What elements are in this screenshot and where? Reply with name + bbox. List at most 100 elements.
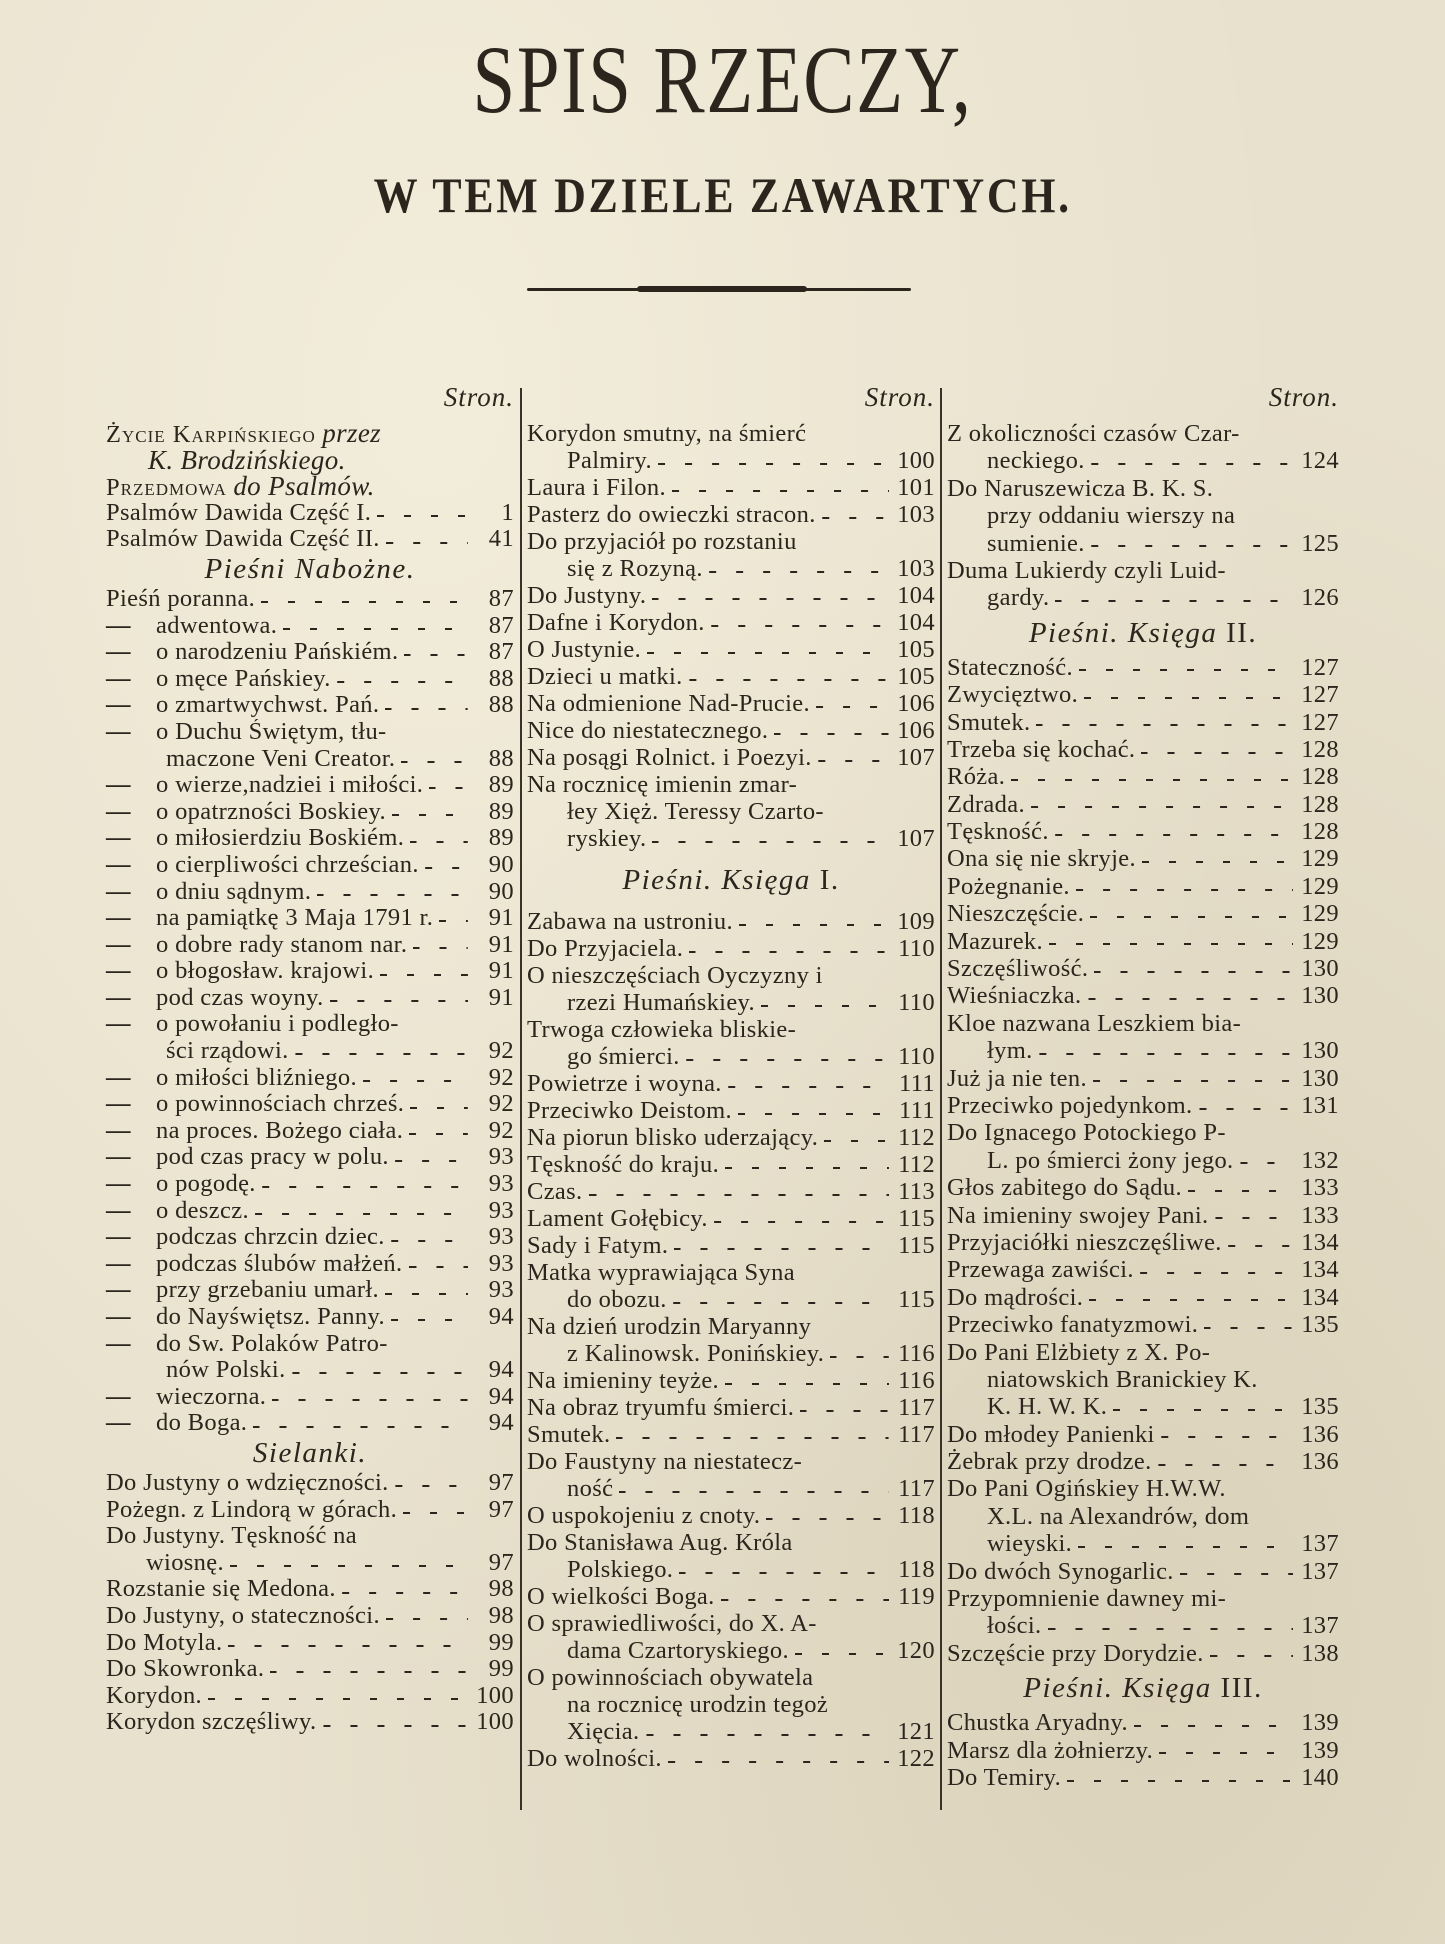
toc-entry[interactable]: Smutek. 127: [947, 709, 1339, 736]
toc-entry[interactable]: Już ja nie ten. 130: [947, 1065, 1339, 1092]
toc-entry[interactable]: Życie Karpińskiego przez K. Brodzińskiego…: [106, 420, 514, 473]
toc-entry[interactable]: Szczęśliwość. 130: [947, 955, 1339, 982]
toc-entry[interactable]: — przy grzebaniu umarł. 93: [106, 1277, 514, 1304]
toc-entry[interactable]: — o miłosierdziu Boskiém. 89: [106, 825, 514, 852]
toc-entry[interactable]: Przeciwko fanatyzmowi. 135: [947, 1311, 1339, 1338]
toc-entry[interactable]: Przyjaciółki nieszczęśliwe. 134: [947, 1229, 1339, 1256]
toc-entry[interactable]: Dafne i Korydon. 104: [527, 609, 935, 636]
toc-entry[interactable]: Do Pani Elżbiety z X. Po-niatowskich Bra…: [947, 1339, 1339, 1421]
toc-entry[interactable]: Korydon smutny, na śmierć Palmiry. 100: [527, 420, 935, 474]
toc-entry[interactable]: Laura i Filon. 101: [527, 474, 935, 501]
toc-entry[interactable]: Na obraz tryumfu śmierci. 117: [527, 1394, 935, 1421]
toc-entry[interactable]: Trzeba się kochać. 128: [947, 736, 1339, 763]
toc-entry[interactable]: Trwoga człowieka bliskie-go śmierci. 110: [527, 1016, 935, 1070]
toc-entry[interactable]: — o pogodę. 93: [106, 1170, 514, 1198]
toc-entry[interactable]: Psalmów Dawida Część I. 1: [106, 499, 514, 527]
toc-entry[interactable]: O uspokojeniu z cnoty. 118: [527, 1502, 935, 1529]
toc-entry[interactable]: Przewaga zawiści. 134: [947, 1256, 1339, 1283]
toc-entry[interactable]: Do wolności. 122: [527, 1745, 935, 1772]
toc-entry[interactable]: Przypomnienie dawney mi-łości. 137: [947, 1585, 1339, 1640]
toc-entry[interactable]: Z okoliczności czasów Czar-neckiego. 124: [947, 420, 1339, 475]
toc-entry[interactable]: Do Przyjaciela. 110: [527, 935, 935, 962]
toc-entry[interactable]: — do Sw. Polaków Patro-nów Polski. 94: [106, 1330, 514, 1384]
toc-entry[interactable]: Sady i Fatym. 115: [527, 1232, 935, 1259]
toc-entry[interactable]: Pieśń poranna. 87: [106, 585, 514, 613]
toc-entry[interactable]: Do Skowronka. 99: [106, 1656, 514, 1683]
toc-entry[interactable]: Przeciwko pojedynkom. 131: [947, 1092, 1339, 1119]
toc-entry[interactable]: — o opatrzności Boskiey. 89: [106, 798, 514, 826]
toc-entry[interactable]: Do młodey Panienki 136: [947, 1421, 1339, 1448]
toc-entry[interactable]: Do Pani Ogińskiey H.W.W. X.L. na Alexandr…: [947, 1475, 1339, 1557]
toc-entry[interactable]: O Justynie. 105: [527, 636, 935, 663]
toc-entry[interactable]: Stateczność. 127: [947, 654, 1339, 681]
toc-entry[interactable]: Do Temiry. 140: [947, 1764, 1339, 1791]
toc-entry[interactable]: Tęskność. 128: [947, 818, 1339, 845]
toc-entry[interactable]: Rozstanie się Medona. 98: [106, 1576, 514, 1603]
toc-entry[interactable]: — o powinnościach chrześ. 92: [106, 1091, 514, 1118]
toc-entry[interactable]: Na imieniny teyże. 116: [527, 1367, 935, 1394]
toc-entry[interactable]: Pasterz do owieczki stracon. 103: [527, 501, 935, 528]
toc-entry[interactable]: Smutek. 117: [527, 1421, 935, 1448]
toc-entry[interactable]: Do Stanisława Aug. Króla Polskiego. 118: [527, 1529, 935, 1583]
toc-entry[interactable]: Powietrze i woyna. 111: [527, 1070, 935, 1097]
toc-entry[interactable]: Mazurek. 129: [947, 928, 1339, 955]
toc-entry[interactable]: Zdrada. 128: [947, 791, 1339, 818]
toc-entry[interactable]: — podczas chrzcin dziec. 93: [106, 1224, 514, 1251]
toc-entry[interactable]: Psalmów Dawida Część II. 41: [106, 526, 514, 553]
toc-entry[interactable]: Do Motyla. 99: [106, 1629, 514, 1657]
toc-entry[interactable]: — o zmartwychwst. Pań. 88: [106, 692, 514, 719]
toc-entry[interactable]: Wieśniaczka. 130: [947, 982, 1339, 1009]
toc-entry[interactable]: Duma Lukierdy czyli Luid-gardy. 126: [947, 557, 1339, 612]
toc-entry[interactable]: Przedmowa do Psalmów.: [106, 473, 514, 501]
toc-entry[interactable]: — o cierpliwości chrześcian. 90: [106, 851, 514, 879]
toc-entry[interactable]: — o męce Pańskiey. 88: [106, 665, 514, 693]
toc-entry[interactable]: Zwycięztwo. 127: [947, 681, 1339, 708]
toc-entry[interactable]: Lament Gołębicy. 115: [527, 1205, 935, 1232]
toc-entry[interactable]: Marsz dla żołnierzy. 139: [947, 1737, 1339, 1764]
toc-entry[interactable]: Kloe nazwana Leszkiem bia-łym. 130: [947, 1010, 1339, 1065]
toc-entry[interactable]: Do Faustyny na niestatecz-ność 117: [527, 1448, 935, 1502]
toc-entry[interactable]: Do Justyny, o stateczności. 98: [106, 1602, 514, 1630]
toc-entry[interactable]: — do Nayświętsz. Panny. 94: [106, 1303, 514, 1331]
toc-entry[interactable]: — do Boga. 94: [106, 1410, 514, 1437]
toc-entry[interactable]: O powinnościach obywatela na rocznicę uro…: [527, 1664, 935, 1745]
toc-entry[interactable]: Na imieniny swojey Pani. 133: [947, 1202, 1339, 1229]
toc-entry[interactable]: Na dzień urodzin Maryanny z Kalinowsk. Po…: [527, 1313, 935, 1367]
toc-entry[interactable]: Ona się nie skryje. 129: [947, 845, 1339, 872]
toc-entry[interactable]: Nice do niestatecznego. 106: [527, 717, 935, 744]
toc-entry[interactable]: Na posągi Rolnict. i Poezyi. 107: [527, 744, 935, 771]
toc-entry[interactable]: Korydon. 100: [106, 1682, 514, 1710]
toc-entry[interactable]: — o dobre rady stanom nar. 91: [106, 931, 514, 959]
toc-entry[interactable]: Na odmienione Nad-Prucie. 106: [527, 690, 935, 717]
toc-entry[interactable]: — o powołaniu i podległo-ści rządowi. 92: [106, 1011, 514, 1064]
toc-entry[interactable]: Do przyjaciół po rozstaniu się z Rozyną. 1…: [527, 528, 935, 582]
toc-entry[interactable]: Zabawa na ustroniu. 109: [527, 908, 935, 935]
toc-entry[interactable]: — o miłości bliźniego. 92: [106, 1064, 514, 1092]
toc-entry[interactable]: Żebrak przy drodze. 136: [947, 1448, 1339, 1475]
toc-entry[interactable]: Nieszczęście. 129: [947, 900, 1339, 927]
toc-entry[interactable]: — o błogosław. krajowi. 91: [106, 958, 514, 985]
toc-entry[interactable]: Przeciwko Deistom. 111: [527, 1097, 935, 1124]
toc-entry[interactable]: O sprawiedliwości, do X. A-dama Czartory…: [527, 1610, 935, 1664]
toc-entry[interactable]: Szczęście przy Dorydzie. 138: [947, 1640, 1339, 1667]
toc-entry[interactable]: Matka wyprawiająca Syna do obozu. 115: [527, 1259, 935, 1313]
toc-entry[interactable]: Do Justyny o wdzięczności. 97: [106, 1469, 514, 1497]
toc-entry[interactable]: Głos zabitego do Sądu. 133: [947, 1174, 1339, 1201]
toc-entry[interactable]: — adwentowa. 87: [106, 612, 514, 640]
toc-entry[interactable]: — o Duchu Świętym, tłu-maczone Veni Creat…: [106, 718, 514, 772]
toc-entry[interactable]: Do Ignacego Potockiego P- L. po śmierci ż…: [947, 1119, 1339, 1174]
toc-entry[interactable]: Na rocznicę imienin zmar-łey Xięż. Teres…: [527, 771, 935, 852]
toc-entry[interactable]: — na pamiątkę 3 Maja 1791 r. 91: [106, 904, 514, 932]
toc-entry[interactable]: Czas. 113: [527, 1178, 935, 1205]
toc-entry[interactable]: — na proces. Bożego ciała. 92: [106, 1117, 514, 1145]
toc-entry[interactable]: — wieczorna. 94: [106, 1383, 514, 1411]
toc-entry[interactable]: — o wierze,nadziei i miłości. 89: [106, 772, 514, 799]
toc-entry[interactable]: — pod czas pracy w polu. 93: [106, 1144, 514, 1171]
toc-entry[interactable]: Do dwóch Synogarlic. 137: [947, 1558, 1339, 1585]
toc-entry[interactable]: Chustka Aryadny. 139: [947, 1709, 1339, 1736]
toc-entry[interactable]: O nieszczęściach Oyczyzny i rzezi Humańsk…: [527, 962, 935, 1016]
toc-entry[interactable]: Pożegn. z Lindorą w górach. 97: [106, 1496, 514, 1524]
toc-entry[interactable]: — o dniu sądnym. 90: [106, 878, 514, 906]
toc-entry[interactable]: — o deszcz. 93: [106, 1197, 514, 1225]
toc-entry[interactable]: Do Naruszewicza B. K. S. przy oddaniu wie…: [947, 475, 1339, 557]
